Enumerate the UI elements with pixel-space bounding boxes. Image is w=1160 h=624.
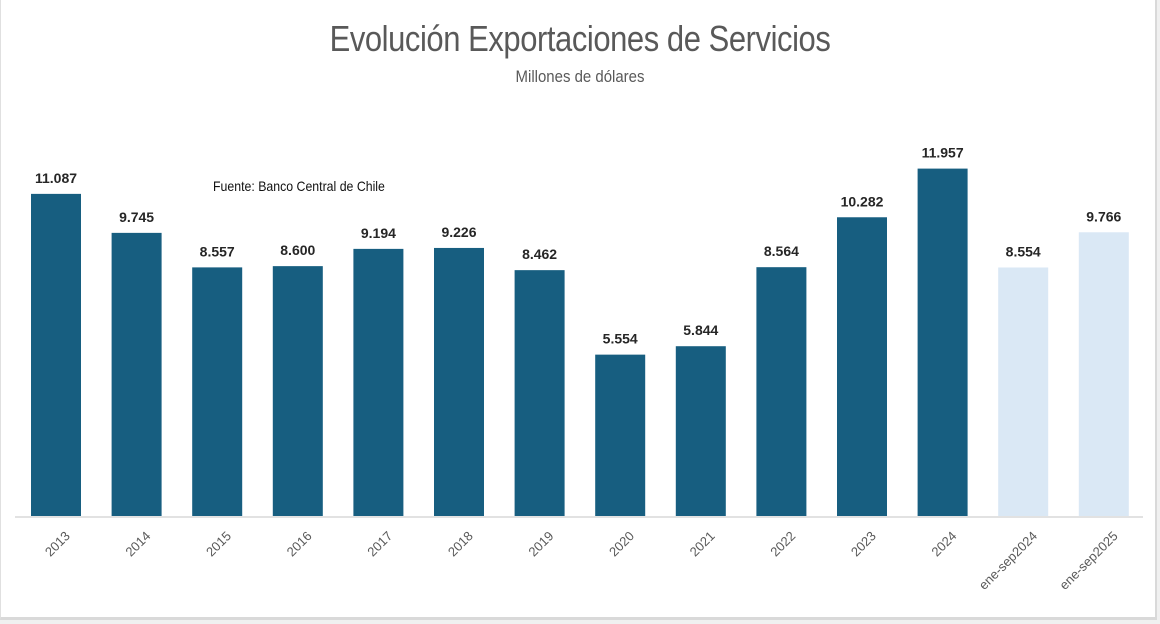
bar-2017 — [353, 248, 404, 517]
x-tick-label-2013: 2013 — [42, 528, 73, 559]
bar-ene-sep2024 — [998, 267, 1049, 516]
data-label-2018: 9.226 — [441, 224, 476, 240]
bar-2013 — [31, 193, 81, 517]
x-tick-label-ene-sep2025: ene-sep2025 — [1056, 528, 1120, 592]
x-tick-label-2015: 2015 — [203, 528, 234, 559]
data-label-2016: 8.600 — [280, 242, 315, 258]
source-annotation: Fuente: Banco Central de Chile — [213, 178, 385, 194]
data-label-2017: 9.194 — [361, 225, 396, 241]
bar-2016 — [272, 266, 323, 516]
chart-subtitle: Millones de dólares — [515, 67, 645, 86]
x-tick-label-2020: 2020 — [606, 528, 637, 559]
x-tick-label-2017: 2017 — [364, 528, 395, 559]
bar-2020 — [595, 354, 646, 516]
x-tick-label-ene-sep2024: ene-sep2024 — [976, 528, 1040, 592]
x-tick-label-2023: 2023 — [848, 528, 879, 559]
x-tick-label-2016: 2016 — [284, 528, 315, 559]
x-tick-label-2014: 2014 — [122, 528, 153, 559]
bar-2015 — [192, 267, 243, 516]
data-label-ene-sep2024: 8.554 — [1006, 243, 1041, 259]
bars-group — [31, 168, 1129, 517]
data-label-2015: 8.557 — [200, 243, 235, 259]
data-label-2024: 11.957 — [922, 145, 964, 161]
data-label-2023: 10.282 — [841, 193, 884, 209]
bar-2024 — [917, 168, 968, 516]
data-label-2022: 8.564 — [764, 243, 799, 259]
x-tick-label-2022: 2022 — [767, 528, 798, 559]
x-tick-label-2018: 2018 — [445, 528, 476, 559]
bar-2018 — [434, 247, 484, 516]
data-label-2019: 8.462 — [522, 246, 557, 262]
data-label-2021: 5.844 — [683, 322, 718, 338]
data-label-2014: 9.745 — [119, 209, 154, 225]
bar-2023 — [837, 217, 887, 516]
bar-2019 — [514, 270, 565, 516]
bar-ene-sep2025 — [1078, 232, 1129, 516]
bar-2014 — [111, 232, 162, 517]
x-tick-label-2021: 2021 — [687, 528, 718, 559]
data-label-ene-sep2025: 9.766 — [1086, 208, 1121, 224]
x-tick-label-2024: 2024 — [928, 528, 959, 559]
data-label-2020: 5.554 — [603, 331, 638, 347]
bar-2021 — [675, 346, 726, 516]
data-labels-group: 11.087 9.745 8.557 8.600 9.194 9.226 8.462 5.55… — [35, 145, 1122, 347]
bar-2022 — [756, 267, 807, 516]
chart-title: Evolución Exportaciones de Servicios — [329, 18, 831, 59]
data-label-2013: 11.087 — [35, 170, 77, 186]
x-tick-label-2019: 2019 — [525, 528, 556, 559]
x-tick-labels-group: 2013 2014 2015 2016 2017 2018 2019 2020 2021 2022… — [42, 528, 1121, 592]
